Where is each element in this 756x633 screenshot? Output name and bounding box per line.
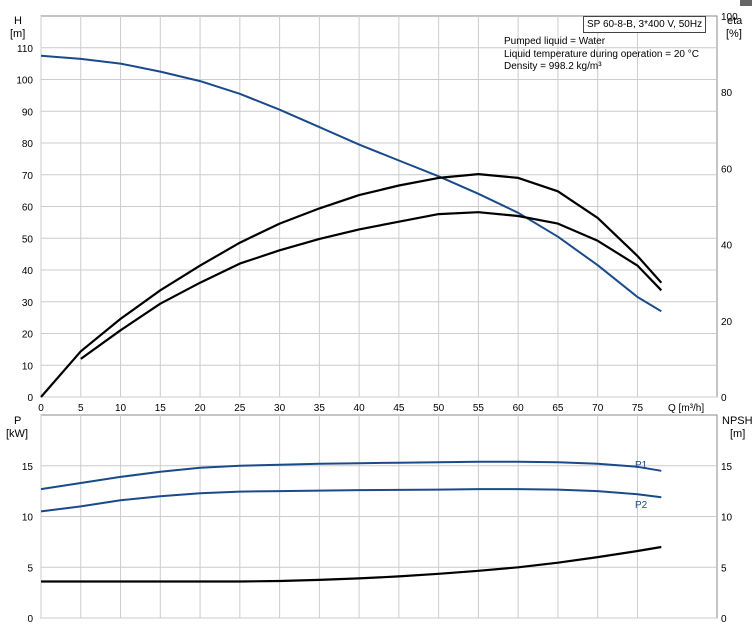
x-tick-label: 65 [552, 403, 564, 414]
y-left-tick-label: 80 [22, 139, 34, 150]
y-right-tick-label: 60 [721, 164, 733, 175]
y-right-tick-label: 80 [721, 88, 733, 99]
top-series-line-2 [80, 211, 663, 360]
y-left-tick-label: 5 [27, 563, 33, 574]
y-right-tick-label: 0 [721, 393, 727, 404]
y-right-tick-label: 15 [721, 462, 733, 473]
x-tick-label: 75 [632, 403, 644, 414]
x-tick-label: 0 [38, 403, 44, 414]
x-tick-label: 20 [194, 403, 206, 414]
npsh-unit-label: [m] [730, 428, 745, 440]
info-line-temperature: Liquid temperature during operation = 20… [504, 48, 699, 60]
bottom-grid [40, 415, 717, 619]
y-left-tick-label: 10 [22, 513, 34, 524]
h-axis-label: H [14, 15, 22, 27]
y-right-tick-label: 5 [721, 563, 727, 574]
eta-axis-label: eta [727, 15, 743, 27]
npsh-axis-label: NPSH [722, 415, 753, 427]
y-left-tick-label: 0 [27, 614, 33, 625]
y-right-tick-label: 100 [721, 12, 738, 23]
x-tick-label: 55 [473, 403, 485, 414]
top-series-line-1 [40, 173, 663, 398]
y-left-tick-label: 30 [22, 298, 34, 309]
info-line-liquid: Pumped liquid = Water [504, 36, 606, 47]
top-lines [40, 54, 663, 398]
y-left-tick-label: 10 [22, 361, 34, 372]
bottom-series-line-1 [40, 488, 662, 513]
x-tick-label: 70 [592, 403, 604, 414]
info-line-density: Density = 998.2 kg/m³ [504, 61, 602, 72]
x-tick-label: 15 [155, 403, 167, 414]
series-label-p2: P2 [635, 500, 648, 511]
series-label-p1: P1 [635, 460, 648, 471]
y-left-tick-label: 60 [22, 203, 34, 214]
x-tick-label: 25 [234, 403, 246, 414]
y-left-tick-label: 70 [22, 171, 34, 182]
top-grid [40, 16, 717, 398]
y-left-tick-label: 15 [22, 462, 34, 473]
x-tick-label: 45 [393, 403, 405, 414]
top-ticks: 0 5 10 15 20 25 30 35 40 45 50 55 60 65 70 75 0 10 20 30 40 5… [16, 12, 738, 414]
bottom-series-line-0 [40, 460, 662, 491]
bottom-ticks: 0 5 10 15 0 5 10 15 [22, 462, 733, 625]
y-left-tick-label: 110 [17, 44, 33, 55]
bottom-lines [40, 460, 662, 583]
x-tick-label: 60 [513, 403, 525, 414]
x-tick-label: 50 [433, 403, 445, 414]
y-right-tick-label: 40 [721, 241, 733, 252]
y-right-tick-label: 10 [721, 513, 733, 524]
y-right-tick-label: 20 [721, 317, 733, 328]
x-tick-label: 40 [354, 403, 366, 414]
y-left-tick-label: 20 [22, 330, 34, 341]
liquid-info: Pumped liquid = Water Liquid temperature… [504, 36, 699, 74]
chart-title: SP 60-8-B, 3*400 V, 50Hz [583, 16, 707, 33]
y-left-tick-label: 90 [22, 107, 34, 118]
top-series-line-0 [40, 54, 662, 313]
p-axis-label: P [14, 415, 21, 427]
corner-marker [740, 0, 752, 6]
y-left-tick-label: 100 [16, 76, 33, 87]
h-unit-label: [m] [10, 28, 25, 40]
q-axis-label: Q [m³/h] [668, 403, 704, 414]
x-tick-label: 10 [115, 403, 127, 414]
y-left-tick-label: 50 [22, 234, 34, 245]
y-left-tick-label: 0 [27, 393, 33, 404]
eta-unit-label: [%] [726, 28, 742, 40]
x-tick-label: 35 [314, 403, 326, 414]
bottom-series-line-2 [41, 545, 662, 583]
x-tick-label: 30 [274, 403, 286, 414]
x-tick-label: 5 [78, 403, 84, 414]
y-right-tick-label: 0 [721, 614, 727, 625]
y-left-tick-label: 40 [22, 266, 34, 277]
p-unit-label: [kW] [6, 428, 28, 440]
